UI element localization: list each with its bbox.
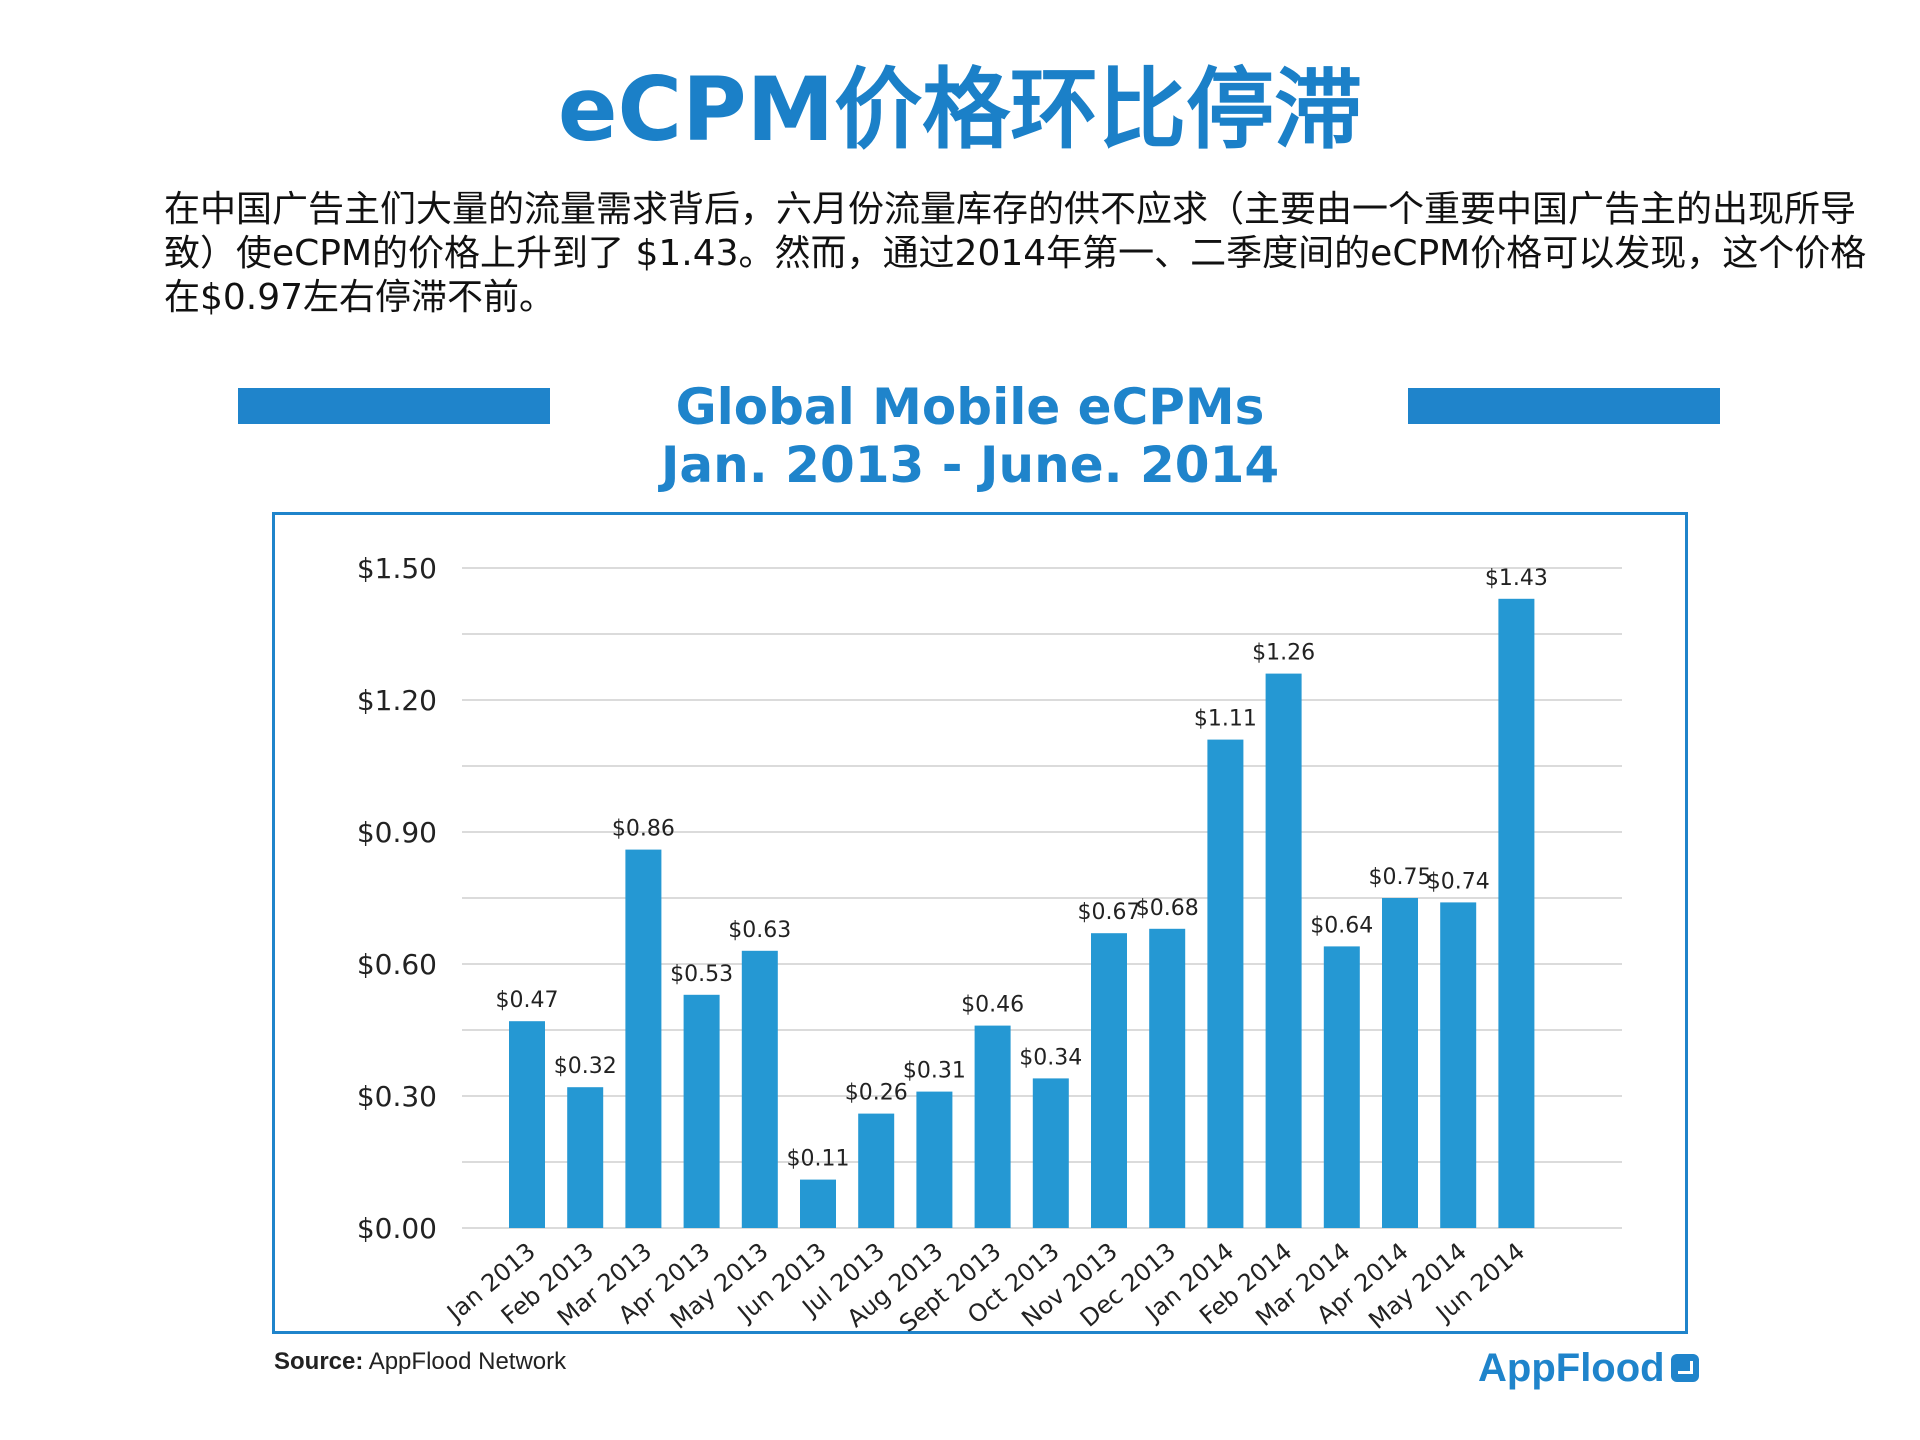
bar-value-label: $0.46: [961, 993, 1024, 1018]
page-title: eCPM价格环比停滞: [557, 58, 1363, 161]
bar-value-label: $0.31: [903, 1059, 966, 1084]
bar: [741, 950, 778, 1228]
bar-value-label: $0.34: [1019, 1045, 1082, 1070]
bar-value-label: $0.68: [1136, 896, 1199, 921]
bar-value-label: $1.43: [1485, 566, 1548, 591]
source-note: Source: AppFlood Network: [274, 1348, 566, 1376]
chart-title: Global Mobile eCPMs Jan. 2013 - June. 20…: [0, 378, 1920, 494]
bar: [1498, 598, 1535, 1228]
bar: [1207, 739, 1244, 1228]
source-label: Source:: [274, 1348, 364, 1375]
title-decoration-right: [1408, 388, 1720, 424]
bar: [1440, 902, 1477, 1228]
bar: [800, 1179, 836, 1228]
bar: [509, 1021, 545, 1228]
bar: [625, 849, 662, 1228]
bar: [858, 1113, 895, 1228]
bar: [1265, 673, 1302, 1228]
y-tick-label: $0.00: [357, 1212, 437, 1245]
title-decoration-left: [238, 388, 550, 424]
chart-title-line2: Jan. 2013 - June. 2014: [660, 436, 1280, 494]
bar: [916, 1091, 953, 1228]
y-tick-label: $1.20: [357, 684, 437, 717]
bar: [974, 1025, 1011, 1228]
bar-value-label: $0.86: [612, 817, 675, 842]
bar-value-label: $0.64: [1310, 913, 1373, 938]
y-tick-label: $1.50: [357, 552, 437, 585]
bar-value-label: $0.75: [1369, 865, 1432, 890]
logo-text: AppFlood: [1478, 1345, 1665, 1390]
bar-value-label: $0.11: [787, 1147, 850, 1172]
y-tick-label: $0.30: [357, 1080, 437, 1113]
bar-value-label: $0.47: [496, 988, 559, 1013]
y-tick-label: $0.90: [357, 816, 437, 849]
bar: [567, 1087, 604, 1228]
bar-value-label: $0.53: [670, 962, 733, 987]
bar: [1032, 1078, 1069, 1228]
bar: [683, 994, 720, 1228]
y-tick-label: $0.60: [357, 948, 437, 981]
bar: [1149, 928, 1186, 1228]
intro-paragraph: 在中国广告主们大量的流量需求背后，六月份流量库存的供不应求（主要由一个重要中国广…: [164, 189, 1867, 318]
appflood-logo: AppFlood: [1478, 1340, 1699, 1396]
bar-value-label: $0.74: [1427, 869, 1490, 894]
chart-frame: [272, 512, 1688, 1334]
chart-title-line1: Global Mobile eCPMs: [675, 378, 1265, 436]
bar-value-label: $0.67: [1078, 900, 1141, 925]
bar-value-label: $0.63: [728, 918, 791, 943]
bar-value-label: $0.32: [554, 1054, 617, 1079]
bar: [1382, 898, 1418, 1228]
logo-mark-icon: [1670, 1354, 1699, 1382]
bar: [1323, 946, 1360, 1228]
bar-value-label: $1.11: [1194, 707, 1257, 732]
bar: [1091, 933, 1127, 1228]
bar-value-label: $0.26: [845, 1081, 908, 1106]
source-text: AppFlood Network: [363, 1348, 567, 1375]
bar-value-label: $1.26: [1252, 641, 1315, 666]
